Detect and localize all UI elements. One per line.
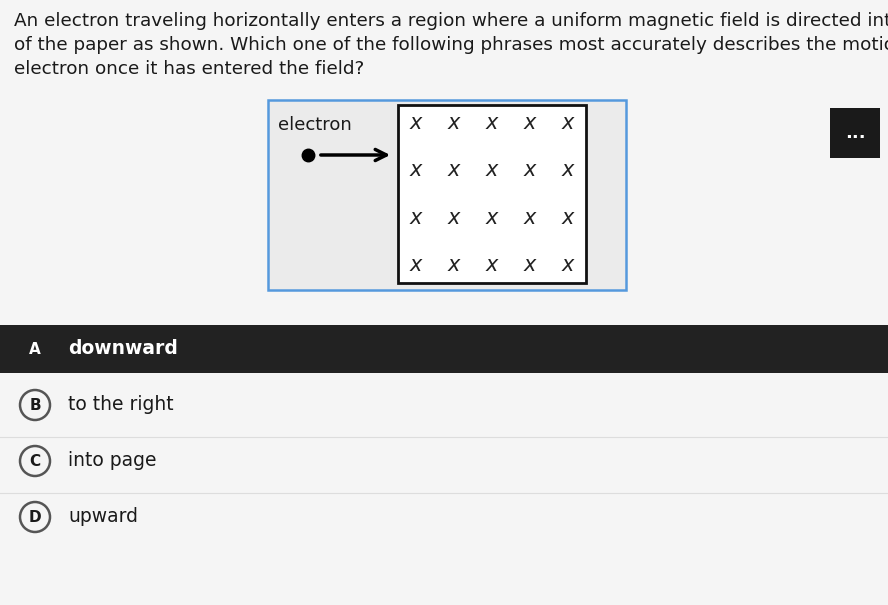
Text: x: x [524,113,536,133]
Text: x: x [410,208,422,227]
Text: C: C [29,454,41,468]
Text: to the right: to the right [68,396,174,414]
Text: D: D [28,509,42,525]
Text: x: x [562,113,575,133]
Text: x: x [486,160,498,180]
Text: x: x [562,255,575,275]
Text: electron: electron [278,116,352,134]
Text: x: x [410,255,422,275]
Text: x: x [410,160,422,180]
Bar [830,108,880,158]
Bar [0,381,888,429]
Text: x: x [486,113,498,133]
Text: B: B [29,397,41,413]
Text: x: x [448,113,460,133]
Text: upward: upward [68,508,138,526]
Text: An electron traveling horizontally enters a region where a uniform magnetic fiel: An electron traveling horizontally enter… [14,12,888,30]
Text: downward: downward [68,339,178,359]
Text: x: x [562,208,575,227]
Bar [0,493,888,541]
Bar [398,105,586,283]
Bar [0,437,888,485]
Text: ...: ... [844,124,865,142]
Text: x: x [524,255,536,275]
Text: x: x [448,255,460,275]
Text: x: x [410,113,422,133]
Text: of the paper as shown. Which one of the following phrases most accurately descri: of the paper as shown. Which one of the … [14,36,888,54]
Text: x: x [448,208,460,227]
Text: electron once it has entered the field?: electron once it has entered the field? [14,60,364,78]
Text: x: x [448,160,460,180]
Text: x: x [562,160,575,180]
Circle shape [20,334,50,364]
Text: x: x [486,255,498,275]
Text: into page: into page [68,451,156,471]
Text: x: x [524,160,536,180]
Text: x: x [486,208,498,227]
Text: x: x [524,208,536,227]
Bar [268,100,626,290]
Text: A: A [29,341,41,356]
Bar [0,325,888,373]
